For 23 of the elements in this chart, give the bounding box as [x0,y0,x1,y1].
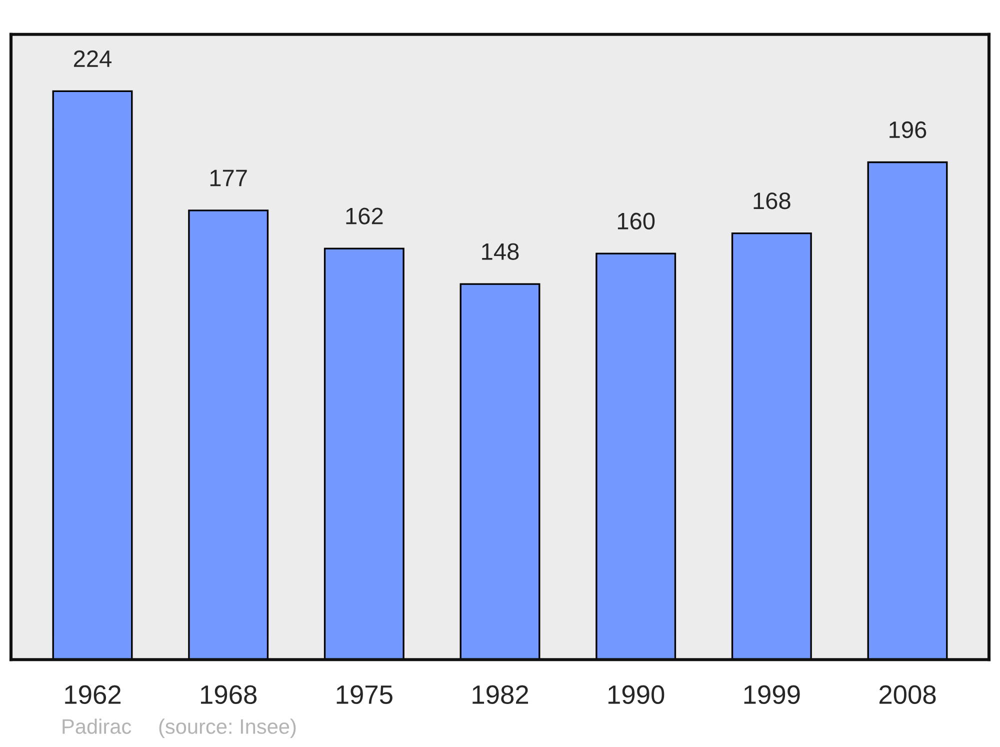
bar [460,283,540,660]
x-tick-label: 1982 [472,685,528,704]
bar [867,161,948,660]
x-tick-label: 1968 [200,685,257,704]
data-label: 148 [482,243,519,260]
x-tick-label: 1990 [608,685,664,704]
data-label: 168 [754,192,790,210]
text: Padirac [62,718,132,734]
x-tick-label: 1962 [65,685,121,704]
bar [52,90,133,660]
text: (source: Insee) [159,718,296,738]
x-tick-label: 2008 [879,685,936,704]
data-label: 224 [74,50,112,67]
bar [324,248,404,660]
data-label: 160 [618,212,655,230]
data-label: 196 [890,121,926,138]
data-label: 162 [346,208,383,224]
data-label: 177 [210,170,247,186]
bar [731,232,812,660]
bar [596,252,676,660]
bar [188,210,269,660]
x-tick-label: 1975 [336,685,392,704]
x-tick-label: 1999 [744,685,800,704]
